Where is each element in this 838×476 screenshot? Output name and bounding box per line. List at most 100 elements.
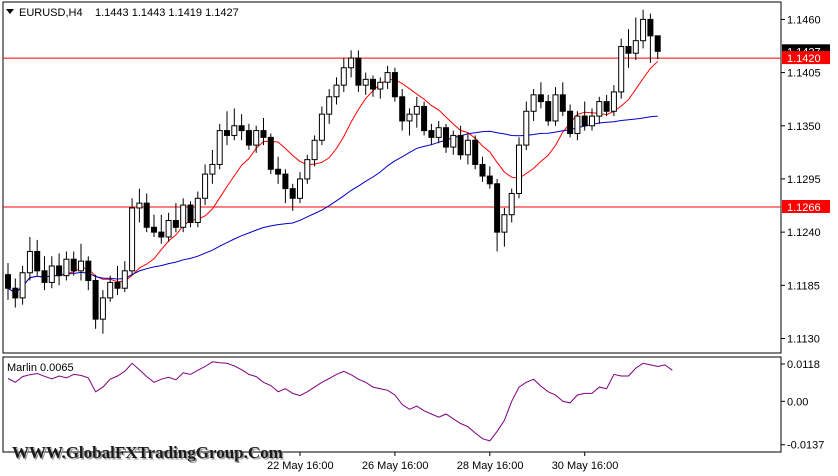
candle [443, 123, 449, 153]
marlin-line [7, 361, 673, 442]
candle [289, 183, 296, 211]
candle [5, 263, 11, 300]
dropdown-triangle-icon[interactable] [6, 9, 14, 14]
ohlc-values: 1.1443 1.1443 1.1419 1.1427 [95, 7, 239, 19]
candle [238, 114, 245, 141]
candle [282, 169, 289, 204]
candle [209, 149, 216, 184]
indicator-panel[interactable] [2, 356, 782, 453]
candle [70, 251, 77, 276]
level-price-tag [782, 199, 830, 213]
candle [63, 251, 70, 281]
candle [92, 274, 99, 329]
price-tick-label: 1.1460 [787, 14, 821, 26]
candle [596, 96, 603, 124]
candle [530, 89, 537, 121]
fast-moving-average [7, 60, 659, 294]
candle [158, 214, 165, 244]
candle [399, 89, 406, 131]
candle [391, 67, 398, 102]
candle [48, 256, 55, 289]
level-price-label: 1.1420 [787, 53, 821, 65]
candle [143, 193, 150, 233]
time-tick-label: 26 May 16:00 [362, 460, 429, 472]
candle [129, 198, 136, 276]
candle [603, 94, 610, 117]
candle [78, 243, 84, 281]
candle [26, 236, 33, 281]
candle [362, 72, 369, 95]
candle [99, 290, 106, 334]
candle [172, 203, 179, 233]
candle [107, 275, 114, 302]
candle [567, 104, 574, 138]
candle [574, 111, 581, 141]
indicator-name: Marlin 0.0065 [7, 362, 74, 374]
indicator-tick-label: 0.0118 [787, 359, 820, 371]
candle [253, 125, 260, 153]
candle [479, 156, 486, 182]
candle [654, 35, 661, 60]
price-tick-label: 1.1185 [787, 280, 820, 292]
candle [216, 123, 223, 170]
main-chart-panel[interactable] [2, 1, 782, 354]
candlesticks [5, 9, 661, 334]
horizontal-levels [3, 57, 781, 208]
candle [472, 135, 479, 170]
candle [187, 201, 194, 228]
candle [304, 154, 311, 184]
candle [136, 188, 143, 223]
price-tick-label: 1.1350 [787, 121, 821, 133]
candle [202, 164, 209, 206]
candle [19, 265, 26, 305]
candle [632, 17, 639, 61]
candle [121, 261, 128, 293]
time-tick-label: 28 May 16:00 [457, 460, 524, 472]
candle [12, 278, 19, 308]
candle [406, 108, 413, 136]
candle [56, 253, 63, 286]
candle [194, 191, 201, 228]
candle [260, 118, 267, 146]
candle [41, 256, 48, 291]
axes: 1.1460 1.1405 1.1350 1.1295 1.1240 1.1185 1.11… [267, 14, 830, 472]
candle [640, 9, 647, 49]
candle [589, 108, 595, 131]
candle [464, 133, 471, 165]
candle [647, 13, 654, 63]
candle [537, 82, 544, 109]
candle [559, 82, 566, 117]
price-tick-label: 1.1295 [787, 174, 821, 186]
candle [508, 188, 515, 223]
candle [180, 198, 187, 233]
candle [333, 77, 340, 105]
candle [552, 87, 559, 126]
time-tick-label: 30 May 16:00 [552, 460, 619, 472]
candle [450, 130, 457, 155]
candle [267, 133, 274, 175]
candle [421, 101, 428, 136]
indicator-tick-label: 0.00 [787, 396, 808, 408]
level-price-tag [782, 51, 830, 65]
candle [545, 94, 552, 126]
candle [297, 172, 303, 204]
candle [457, 125, 464, 160]
candle [428, 123, 435, 146]
candle [114, 265, 121, 295]
candle [370, 75, 376, 97]
price-tick-label: 1.1405 [787, 68, 821, 80]
candle [34, 239, 41, 276]
watermark-text: WWW.GlobalFXTradingGroup.Com [12, 443, 283, 462]
candle [377, 77, 384, 99]
marlin-oscillator [7, 361, 673, 442]
candle [486, 166, 493, 189]
watermark-shadow: WWW.GlobalFXTradingGroup.Com [14, 445, 285, 464]
moving-averages [7, 60, 659, 294]
candle [326, 89, 333, 124]
candle [501, 207, 508, 247]
time-tick-label: 22 May 16:00 [267, 460, 334, 472]
candle [516, 137, 522, 199]
candle [413, 96, 420, 128]
candle [348, 50, 355, 78]
